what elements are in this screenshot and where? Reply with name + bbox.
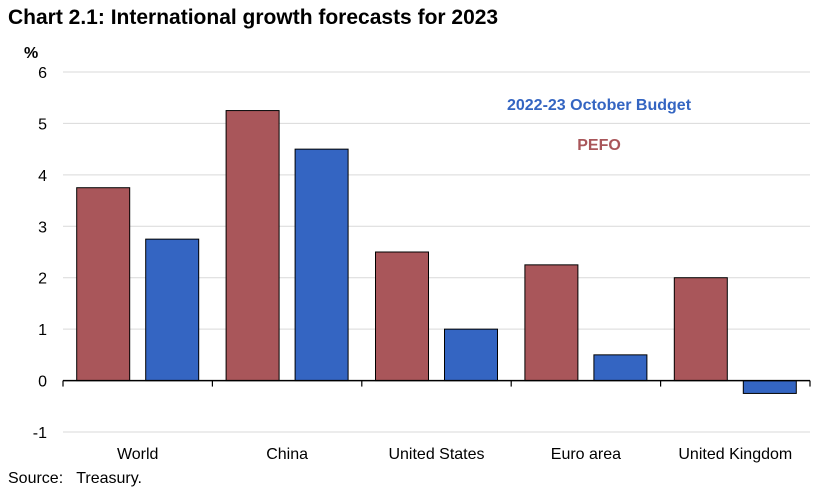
x-axis <box>62 379 811 387</box>
bar-pefo <box>673 277 728 382</box>
bar-october-budget <box>444 328 498 382</box>
y-tick-label: 5 <box>38 116 47 133</box>
bar-october-budget <box>145 238 200 382</box>
bar-pefo <box>524 264 579 382</box>
chart-title: Chart 2.1: International growth forecast… <box>8 6 499 29</box>
x-category-label: United Kingdom <box>678 446 792 463</box>
bar-october-budget <box>742 380 797 394</box>
bar-pefo <box>375 251 429 382</box>
bar-pefo <box>76 187 131 382</box>
y-axis-unit-label: % <box>24 45 38 62</box>
y-tick-label: 0 <box>38 374 47 391</box>
source-note: Source: Treasury. <box>8 470 142 487</box>
legend: 2022-23 October Budget PEFO <box>507 97 692 154</box>
x-category-label: United States <box>388 446 484 463</box>
x-axis-category-labels: World China United States Euro area United K… <box>117 446 792 463</box>
legend-entry: 2022-23 October Budget <box>507 97 692 114</box>
bar-october-budget <box>294 148 349 382</box>
y-tick-label: -1 <box>33 425 47 442</box>
legend-entry: PEFO <box>577 137 621 154</box>
x-category-label: China <box>266 446 308 463</box>
y-tick-label: 3 <box>38 219 47 236</box>
bar-pefo <box>225 110 280 382</box>
bars <box>76 110 797 394</box>
x-category-label: Euro area <box>551 446 621 463</box>
y-tick-label: 2 <box>38 271 47 288</box>
y-axis-tick-labels: -1 0 1 2 3 4 5 6 <box>33 65 47 442</box>
y-tick-label: 6 <box>38 65 47 82</box>
bar-october-budget <box>593 354 648 382</box>
x-category-label: World <box>117 446 159 463</box>
y-tick-label: 1 <box>38 322 47 339</box>
y-tick-label: 4 <box>38 168 47 185</box>
